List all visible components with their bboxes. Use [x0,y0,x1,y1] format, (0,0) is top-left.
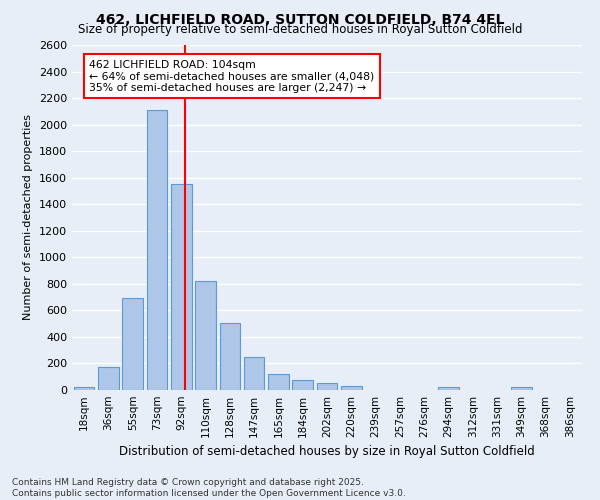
Bar [292,380,313,390]
Bar [171,184,191,390]
Bar [511,388,532,390]
Text: 462 LICHFIELD ROAD: 104sqm
← 64% of semi-detached houses are smaller (4,048)
35%: 462 LICHFIELD ROAD: 104sqm ← 64% of semi… [89,60,375,93]
Bar [268,374,289,390]
Bar [317,382,337,390]
Bar [74,388,94,390]
Bar [341,386,362,390]
Bar [122,298,143,390]
Text: 462, LICHFIELD ROAD, SUTTON COLDFIELD, B74 4EL: 462, LICHFIELD ROAD, SUTTON COLDFIELD, B… [96,12,504,26]
Bar [438,388,459,390]
Bar [244,357,265,390]
Text: Contains HM Land Registry data © Crown copyright and database right 2025.
Contai: Contains HM Land Registry data © Crown c… [12,478,406,498]
Y-axis label: Number of semi-detached properties: Number of semi-detached properties [23,114,34,320]
Text: Size of property relative to semi-detached houses in Royal Sutton Coldfield: Size of property relative to semi-detach… [78,22,522,36]
Bar [98,367,119,390]
Bar [195,281,216,390]
Bar [146,110,167,390]
Bar [220,323,240,390]
X-axis label: Distribution of semi-detached houses by size in Royal Sutton Coldfield: Distribution of semi-detached houses by … [119,446,535,458]
